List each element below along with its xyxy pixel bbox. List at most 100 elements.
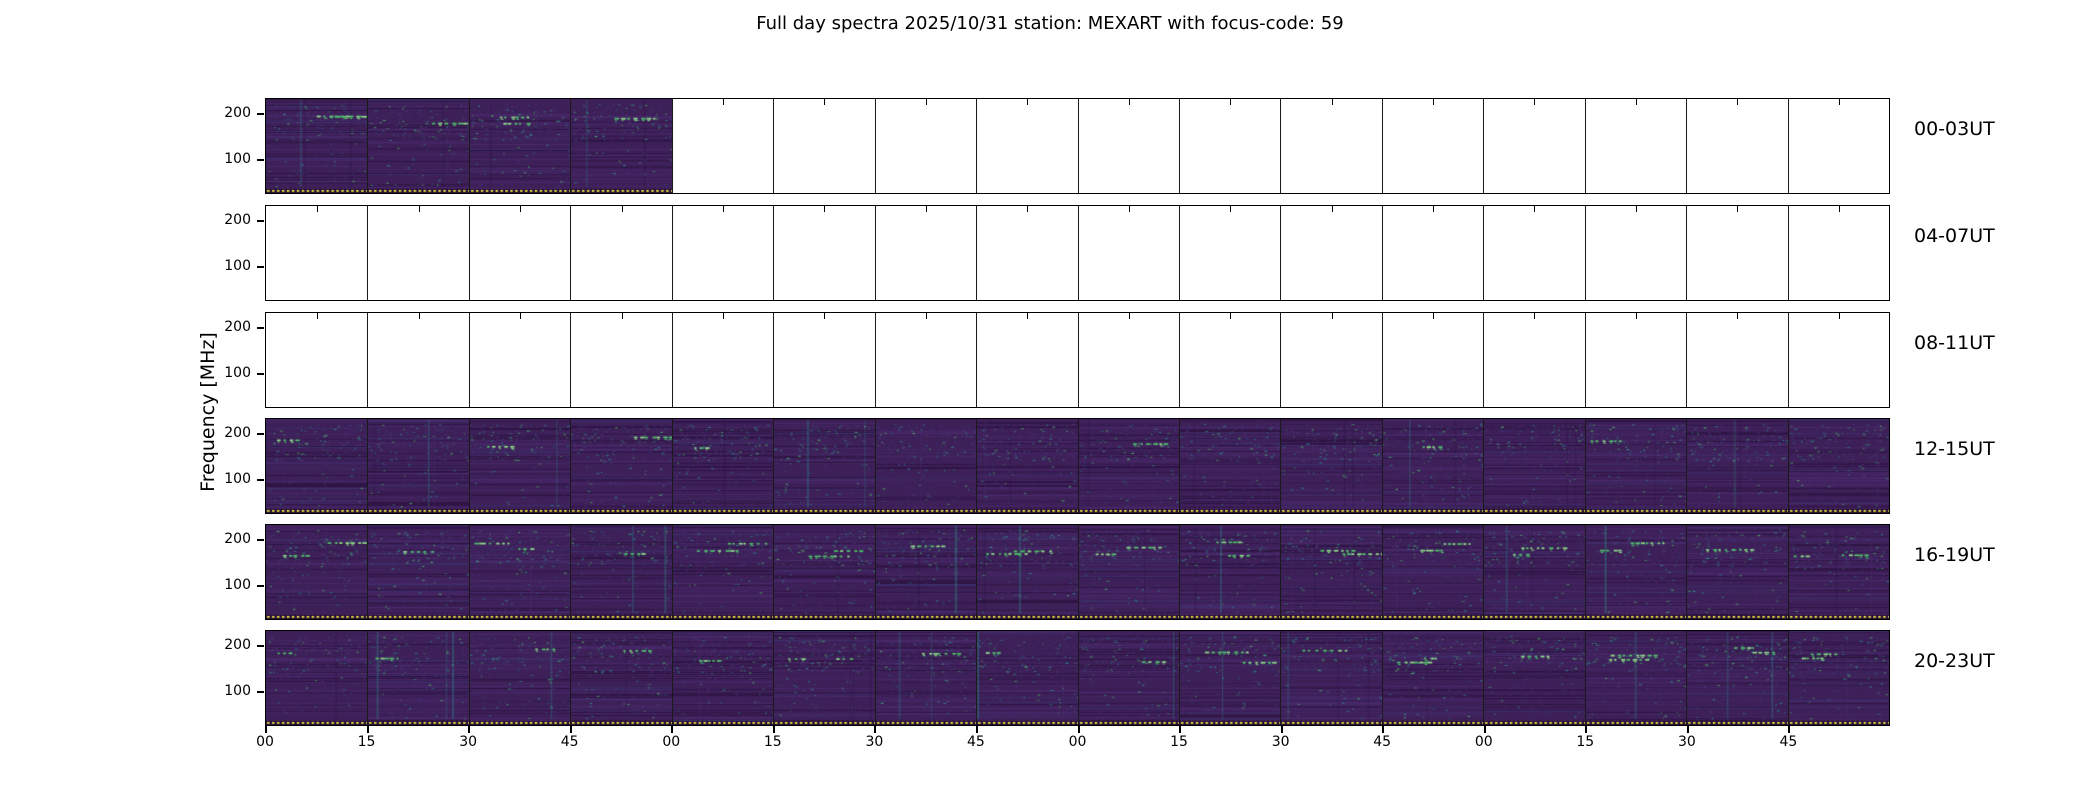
x-minor-tick bbox=[1635, 313, 1637, 319]
spectrogram-segment bbox=[1483, 525, 1585, 619]
x-minor-tick bbox=[1027, 206, 1029, 212]
x-tick-mark bbox=[468, 726, 471, 733]
empty-segment bbox=[468, 206, 571, 300]
spectrogram-segment bbox=[671, 419, 774, 513]
empty-segment bbox=[570, 313, 672, 407]
y-tick-label: 100 bbox=[224, 576, 251, 593]
empty-segment bbox=[1787, 99, 1889, 193]
spectrogram-segment bbox=[773, 525, 875, 619]
spectra-row bbox=[265, 205, 1890, 301]
y-tick-mark bbox=[257, 265, 264, 268]
x-minor-tick bbox=[824, 313, 826, 319]
spectrogram-segment bbox=[468, 99, 571, 193]
spectrogram-segment bbox=[266, 99, 368, 193]
spectrogram-segment bbox=[1483, 419, 1585, 513]
spectrogram-segment bbox=[367, 525, 469, 619]
x-minor-tick bbox=[824, 99, 826, 105]
spectrogram-segment bbox=[976, 525, 1078, 619]
x-minor-tick bbox=[1737, 313, 1739, 319]
x-minor-tick bbox=[621, 313, 623, 319]
x-tick-mark bbox=[1686, 726, 1689, 733]
empty-segment bbox=[976, 313, 1078, 407]
y-tick-mark bbox=[257, 113, 264, 115]
row-time-label: 00-03UT bbox=[1914, 118, 1995, 140]
row-time-label: 20-23UT bbox=[1914, 650, 1995, 672]
x-minor-tick bbox=[621, 206, 623, 212]
spectrogram-segment bbox=[1686, 631, 1788, 725]
spectrogram-segment bbox=[773, 419, 875, 513]
x-minor-tick bbox=[1737, 99, 1739, 105]
spectrogram-segment bbox=[1381, 419, 1484, 513]
spectra-row bbox=[265, 98, 1890, 194]
empty-segment bbox=[1381, 313, 1484, 407]
y-tick-label: 100 bbox=[224, 364, 251, 381]
x-tick-mark bbox=[874, 726, 877, 733]
x-tick-mark bbox=[366, 726, 369, 733]
x-minor-tick bbox=[1128, 99, 1130, 105]
x-minor-tick bbox=[1027, 313, 1029, 319]
empty-segment bbox=[874, 313, 977, 407]
y-tick-label: 200 bbox=[224, 637, 251, 653]
spectrogram-segment bbox=[1584, 525, 1687, 619]
empty-segment bbox=[1584, 206, 1687, 300]
spectra-row bbox=[265, 630, 1890, 726]
x-minor-tick bbox=[1433, 99, 1435, 105]
spectrogram-segment bbox=[570, 419, 672, 513]
x-tick-mark bbox=[1280, 726, 1283, 733]
x-minor-tick bbox=[1128, 313, 1130, 319]
spectrogram-segment bbox=[1787, 525, 1889, 619]
x-tick-mark bbox=[1483, 726, 1486, 733]
x-minor-tick bbox=[1027, 99, 1029, 105]
x-tick-label: 15 bbox=[1576, 734, 1595, 750]
x-minor-tick bbox=[1534, 99, 1536, 105]
x-tick-label: 30 bbox=[459, 734, 478, 750]
empty-segment bbox=[1178, 99, 1281, 193]
row-time-label: 08-11UT bbox=[1914, 332, 1995, 354]
x-tick-mark bbox=[569, 726, 572, 733]
empty-segment bbox=[773, 313, 875, 407]
x-minor-tick bbox=[824, 206, 826, 212]
x-minor-tick bbox=[1433, 206, 1435, 212]
spectrogram-segment bbox=[1077, 525, 1179, 619]
x-minor-tick bbox=[1331, 206, 1333, 212]
empty-segment bbox=[773, 206, 875, 300]
spectrogram-segment bbox=[367, 631, 469, 725]
spectrogram-segment bbox=[671, 525, 774, 619]
spectrogram-segment bbox=[1178, 419, 1281, 513]
spectrogram-segment bbox=[874, 631, 977, 725]
x-tick-mark bbox=[1179, 726, 1182, 733]
x-minor-tick bbox=[1737, 206, 1739, 212]
x-minor-tick bbox=[418, 313, 420, 319]
y-tick-mark bbox=[257, 220, 264, 222]
spectrogram-segment bbox=[1280, 419, 1382, 513]
spectrogram-segment bbox=[1787, 631, 1889, 725]
empty-segment bbox=[1280, 313, 1382, 407]
x-tick-label: 45 bbox=[1779, 734, 1798, 750]
empty-segment bbox=[367, 206, 469, 300]
x-minor-tick bbox=[1838, 206, 1840, 212]
spectrogram-segment bbox=[468, 419, 571, 513]
x-tick-label: 00 bbox=[1474, 734, 1493, 750]
empty-segment bbox=[874, 99, 977, 193]
spectrogram-segment bbox=[1584, 419, 1687, 513]
x-minor-tick bbox=[722, 99, 724, 105]
empty-segment bbox=[671, 99, 774, 193]
spectrogram-segment bbox=[266, 631, 368, 725]
x-minor-tick bbox=[722, 313, 724, 319]
empty-segment bbox=[1077, 313, 1179, 407]
x-minor-tick bbox=[520, 313, 522, 319]
spectrogram-segment bbox=[468, 631, 571, 725]
x-tick-mark bbox=[1077, 726, 1080, 733]
x-minor-tick bbox=[925, 99, 927, 105]
empty-segment bbox=[976, 206, 1078, 300]
empty-segment bbox=[1686, 99, 1788, 193]
x-minor-tick bbox=[1230, 206, 1232, 212]
x-tick-mark bbox=[1585, 726, 1588, 733]
x-tick-label: 45 bbox=[1373, 734, 1392, 750]
x-tick-label: 45 bbox=[560, 734, 579, 750]
y-axis-label: Frequency [MHz] bbox=[197, 332, 219, 492]
empty-segment bbox=[671, 206, 774, 300]
y-tick-label: 100 bbox=[224, 150, 251, 167]
spectrogram-segment bbox=[367, 99, 469, 193]
y-tick-label: 200 bbox=[224, 531, 251, 547]
